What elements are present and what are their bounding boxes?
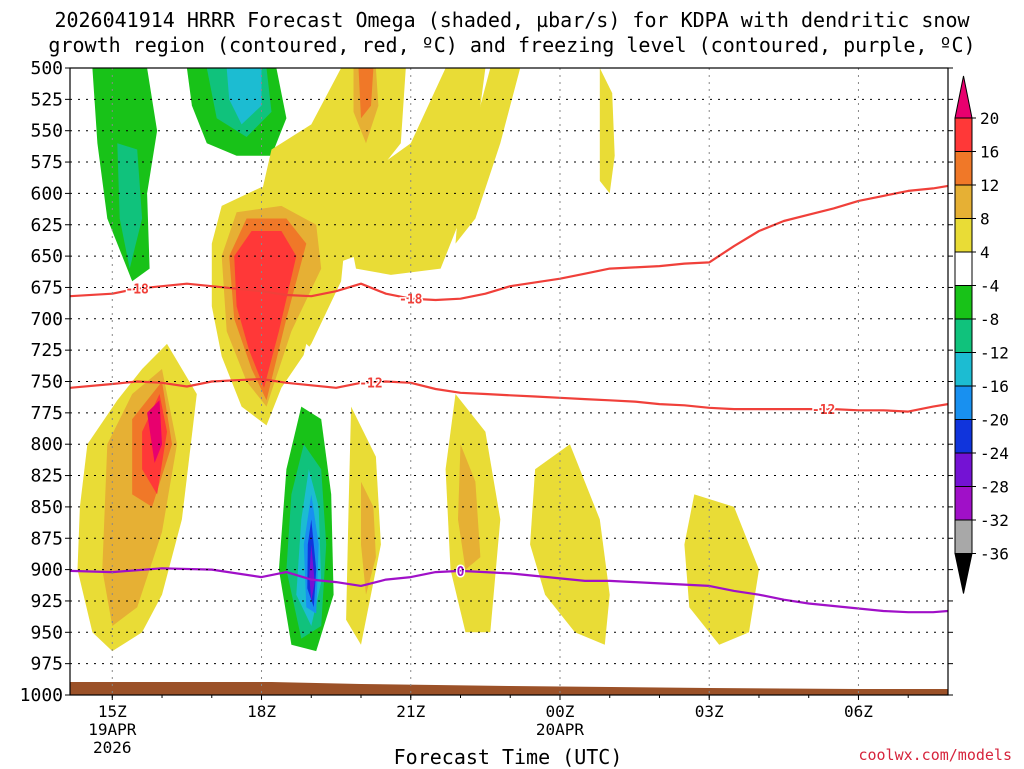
y-tick-label-875: 875	[30, 528, 63, 549]
omega-magenta-west-low	[147, 400, 162, 463]
y-tick-label-900: 900	[30, 560, 63, 581]
colorbar-segment-4	[954, 251, 973, 286]
colorbar-label--4: -4	[980, 277, 999, 296]
colorbar-label-8: 8	[980, 210, 990, 229]
colorbar-segment-20	[954, 117, 973, 152]
contour-line--12	[70, 377, 948, 413]
colorbar-label--24: -24	[980, 444, 1009, 463]
x-axis-title: Forecast Time (UTC)	[393, 745, 623, 769]
colorbar-label--12: -12	[980, 344, 1009, 363]
colorbar-label-4: 4	[980, 243, 990, 262]
omega-green-low-small	[649, 538, 705, 620]
colorbar-label--16: -16	[980, 377, 1009, 396]
colorbar-segment--28	[954, 486, 973, 521]
y-tick-label-775: 775	[30, 403, 63, 424]
y-tick-label-625: 625	[30, 215, 63, 236]
colorbar-segment-16	[954, 151, 973, 186]
y-tick-label-500: 500	[30, 58, 63, 79]
y-tick-label-800: 800	[30, 434, 63, 455]
colorbar-label-20: 20	[980, 109, 999, 128]
omega-green-mid-slant	[177, 256, 232, 570]
colorbar-segment--24	[954, 452, 973, 487]
y-tick-label-650: 650	[30, 246, 63, 267]
y-tick-label-950: 950	[30, 622, 63, 643]
colorbar-max-triangle	[954, 75, 973, 119]
chart-title-line-2: growth region (contoured, red, ºC) and f…	[48, 33, 976, 57]
colorbar-segment--32	[954, 519, 973, 554]
colorbar-label--20: -20	[980, 411, 1009, 430]
contour-label--18-0: -18	[125, 283, 149, 298]
colorbar-segment-8	[954, 218, 973, 253]
colorbar-segment--12	[954, 352, 973, 387]
y-tick-label-575: 575	[30, 152, 63, 173]
colorbar-min-triangle	[954, 553, 973, 594]
omega-orange-slant-middle	[361, 481, 376, 595]
chart-title-line-1: 2026041914 HRRR Forecast Omega (shaded, …	[54, 8, 970, 32]
omega-yellow-low-east	[684, 494, 759, 645]
omega-yellow-low-mid	[530, 444, 610, 645]
omega-yellow-east-slant	[455, 68, 521, 244]
x-tick-sublabel-15Z: 19APR	[88, 720, 137, 739]
colorbar-segment--16	[954, 385, 973, 420]
colorbar-label--8: -8	[980, 310, 999, 329]
contour-line-0	[70, 567, 948, 614]
y-tick-label-825: 825	[30, 466, 63, 487]
contour-label--12-1: -12	[812, 403, 835, 418]
y-axis: 500 525 550 575 600 625 650 675 700 725 750 775 800 8…	[20, 58, 953, 706]
y-tick-label-600: 600	[30, 183, 63, 204]
x-tick-sublabel2-15Z: 2026	[93, 738, 132, 757]
colorbar-label--36: -36	[980, 545, 1009, 564]
colorbar-segment--8	[954, 318, 973, 353]
x-tick-label-21Z: 21Z	[396, 702, 425, 721]
omega-yellow-east-wedge	[341, 68, 486, 275]
colorbar-label-12: 12	[980, 176, 999, 195]
plot-area: -18-18-12-120	[69, 67, 949, 696]
colorbar-label--28: -28	[980, 478, 1009, 497]
omega-green-thin-east	[403, 394, 416, 545]
y-tick-label-725: 725	[30, 340, 63, 361]
omega-magenta-main-core	[234, 231, 297, 388]
y-tick-label-525: 525	[30, 89, 63, 110]
omega-orange-top-b	[358, 68, 374, 119]
x-tick-sublabel-00Z: 20APR	[536, 720, 585, 739]
colorbar-segment--4	[954, 285, 973, 320]
colorbar-label--32: -32	[980, 511, 1009, 530]
omega-blue-upper	[226, 68, 262, 125]
contour-line--18	[70, 184, 948, 302]
y-tick-label-675: 675	[30, 277, 63, 298]
y-tick-label-1000: 1000	[20, 685, 63, 706]
contour-label--12-0: -12	[359, 376, 382, 391]
y-tick-label-700: 700	[30, 309, 63, 330]
colorbar-segment--20	[954, 419, 973, 454]
x-tick-label-18Z: 18Z	[247, 702, 276, 721]
y-tick-label-750: 750	[30, 372, 63, 393]
colorbar-label-16: 16	[980, 143, 999, 162]
y-tick-label-850: 850	[30, 497, 63, 518]
y-tick-label-550: 550	[30, 121, 63, 142]
credit-text: coolwx.com/models	[858, 746, 1012, 764]
omega-green-narrow-upper	[540, 68, 570, 144]
omega-cyan-upper	[117, 143, 143, 269]
x-tick-label-03Z: 03Z	[695, 702, 724, 721]
y-tick-label-925: 925	[30, 591, 63, 612]
omega-shading: -18-18-12-120	[70, 68, 948, 695]
terrain-band	[70, 682, 948, 695]
y-tick-label-975: 975	[30, 654, 63, 675]
colorbar: 20 16 12 8 4 -4 -8 -12 -16 -20 -24 -28 -32 -36	[954, 75, 1009, 594]
x-tick-label-06Z: 06Z	[844, 702, 873, 721]
x-tick-label-15Z: 15Z	[98, 702, 127, 721]
omega-violet-low-core	[309, 544, 315, 601]
colorbar-segment-12	[954, 184, 973, 219]
x-tick-label-00Z: 00Z	[546, 702, 575, 721]
contour-label-0-0: 0	[457, 565, 465, 580]
